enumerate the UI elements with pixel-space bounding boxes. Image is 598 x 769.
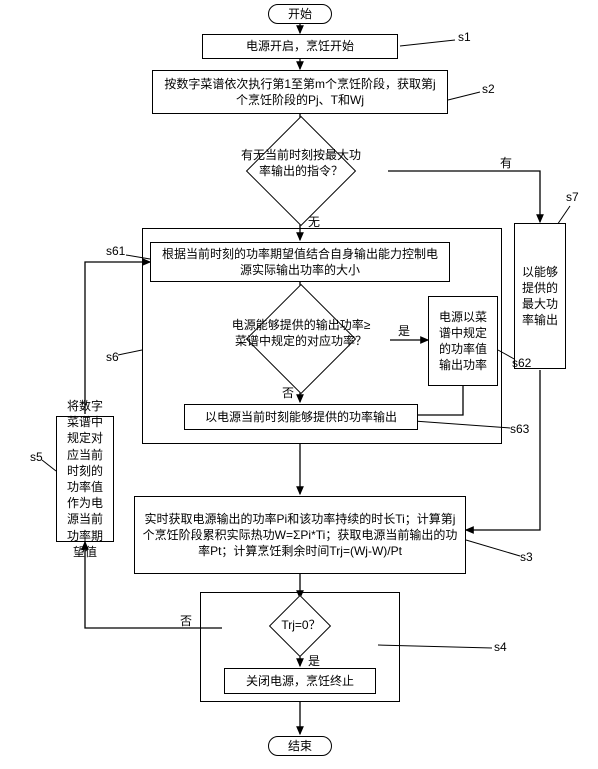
- tag-s61: s61: [106, 244, 125, 258]
- d2-yes-label: 是: [398, 322, 410, 339]
- s6-top-process: 根据当前时刻的功率期望值结合自身输出能力控制电源实际输出功率的大小: [150, 242, 450, 282]
- s7-process: 以能够提供的最大功率输出: [514, 223, 566, 369]
- s63-process: 以电源当前时刻能够提供的功率输出: [184, 404, 418, 430]
- d1-yes-label: 有: [500, 154, 512, 171]
- tag-s2: s2: [482, 82, 495, 96]
- tag-s3: s3: [520, 550, 533, 564]
- d3-text: Trj=0？: [281, 618, 320, 632]
- s3-text: 实时获取电源输出的功率Pi和该功率持续的时长Ti；计算第j个烹饪阶段累积实际热功…: [141, 511, 459, 560]
- s1-text: 电源开启，烹饪开始: [246, 38, 354, 54]
- s2-text: 按数字菜谱依次执行第1至第m个烹饪阶段，获取第j个烹饪阶段的Pj、T和Wj: [159, 76, 441, 108]
- start-terminator: 开始: [268, 4, 332, 24]
- tag-s63: s63: [510, 422, 529, 436]
- s5-process: 将数字菜谱中规定对应当前时刻的功率值作为电源当前功率期望值: [56, 416, 114, 542]
- s62-text: 电源以菜谱中规定的功率值输出功率: [435, 309, 491, 374]
- s3-process: 实时获取电源输出的功率Pi和该功率持续的时长Ti；计算第j个烹饪阶段累积实际热功…: [134, 496, 466, 574]
- s4-end-text: 关闭电源，烹饪终止: [246, 673, 354, 689]
- s4-end-process: 关闭电源，烹饪终止: [224, 668, 376, 694]
- s2-process: 按数字菜谱依次执行第1至第m个烹饪阶段，获取第j个烹饪阶段的Pj、T和Wj: [152, 70, 448, 114]
- d3-yes-label: 是: [308, 652, 320, 669]
- tag-s7: s7: [566, 190, 579, 204]
- start-label: 开始: [288, 6, 312, 22]
- tag-s1: s1: [458, 30, 471, 44]
- end-terminator: 结束: [268, 736, 332, 756]
- d1-no-label: 无: [308, 213, 320, 230]
- tag-s5: s5: [30, 450, 43, 464]
- d3-decision: Trj=0？: [240, 600, 360, 652]
- s6-top-text: 根据当前时刻的功率期望值结合自身输出能力控制电源实际输出功率的大小: [157, 246, 443, 278]
- d2-decision: 电源能够提供的输出功率≥菜谱中规定的对应功率？: [210, 300, 390, 380]
- d3-no-label: 否: [180, 612, 192, 629]
- s7-text: 以能够提供的最大功率输出: [521, 264, 559, 329]
- s5-text: 将数字菜谱中规定对应当前时刻的功率值作为电源当前功率期望值: [63, 398, 107, 560]
- end-label: 结束: [288, 738, 312, 754]
- tag-s4: s4: [494, 640, 507, 654]
- s63-text: 以电源当前时刻能够提供的功率输出: [205, 409, 397, 425]
- s62-process: 电源以菜谱中规定的功率值输出功率: [428, 296, 498, 386]
- d2-no-label: 否: [282, 384, 294, 401]
- s1-process: 电源开启，烹饪开始: [202, 34, 398, 59]
- d2-text: 电源能够提供的输出功率≥菜谱中规定的对应功率？: [232, 318, 371, 348]
- d1-decision: 有无当前时刻按最大功率输出的指令？: [212, 134, 388, 210]
- tag-s62: s62: [512, 356, 531, 370]
- tag-s6: s6: [106, 350, 119, 364]
- d1-text: 有无当前时刻按最大功率输出的指令？: [241, 148, 361, 178]
